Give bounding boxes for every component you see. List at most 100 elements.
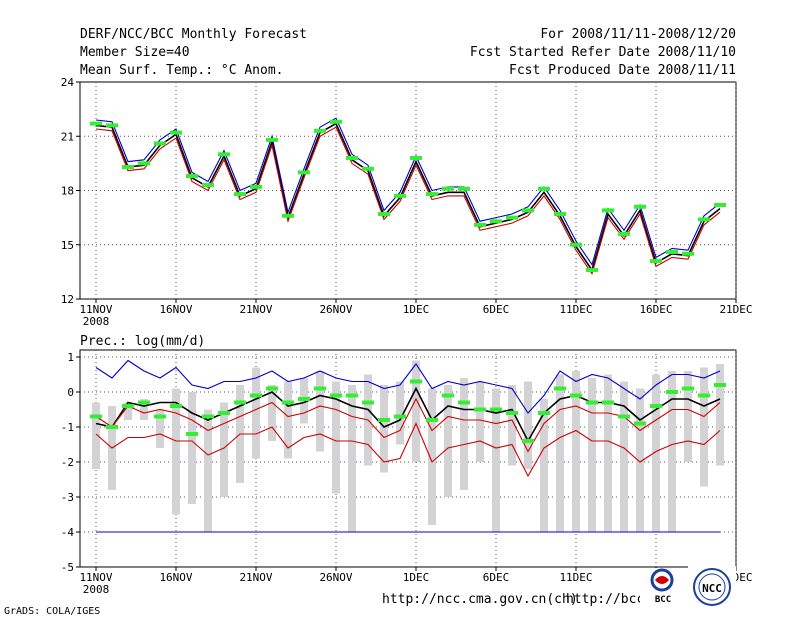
temp-member-marker [554, 212, 566, 217]
temp-y-tick-label: 12 [61, 293, 74, 306]
prec-spread-bar [172, 388, 180, 515]
prec-spread-bar [684, 371, 692, 462]
temp-series-upper [95, 117, 721, 266]
prec-spread-bar [572, 371, 580, 532]
prec-spread-bar [508, 385, 516, 466]
prec-member-marker [554, 386, 566, 391]
temp-member-marker [266, 137, 278, 142]
temp-x-tick-label: 21NOV [239, 303, 272, 316]
prec-x-tick-label: 11DEC [559, 571, 592, 584]
prec-spread-bar [476, 381, 484, 462]
prec-member-marker [122, 404, 134, 408]
prec-member-marker [202, 414, 214, 419]
temp-x-tick-label: 16NOV [159, 303, 192, 316]
temp-x-tick-label: 1DEC [403, 303, 430, 316]
temp-member-marker [90, 121, 102, 126]
temp-member-marker [106, 123, 118, 128]
prec-member-marker [186, 432, 198, 436]
prec-x-sublabel: 2008 [83, 583, 110, 596]
temp-member-marker [490, 219, 502, 224]
temp-x-sublabel: 2008 [83, 315, 110, 328]
prec-member-marker [378, 418, 390, 422]
prec-series-upper [95, 359, 721, 414]
prec-spread-bar [348, 385, 356, 532]
bcc-logo-text: BCC [655, 595, 671, 605]
prec-spread-bar [444, 385, 452, 497]
temp-member-marker [154, 141, 166, 146]
temp-member-marker [346, 155, 358, 160]
prec-member-marker [570, 393, 582, 398]
temp-member-marker [250, 184, 262, 189]
prec-spread-bar [220, 402, 228, 497]
temp-y-tick-label: 21 [61, 130, 74, 143]
prec-spread-bar [156, 409, 164, 448]
prec-spread-bar [620, 381, 628, 532]
prec-y-tick-label: -1 [61, 421, 74, 434]
prec-member-marker [170, 404, 182, 408]
prec-spread-bar [204, 409, 212, 532]
temperature-panel: 12 15 18 21 24 11NOV 16NOV 21NOV 26NOV 1DEC 6DEC 11… [61, 76, 753, 328]
member-size: Member Size=40 [80, 45, 190, 60]
temp-member-marker [506, 215, 518, 220]
prec-spread-bar [668, 371, 676, 532]
temp-member-marker [634, 204, 646, 209]
temp-member-marker [682, 251, 694, 256]
prec-member-marker [266, 386, 278, 391]
temp-member-marker [410, 155, 422, 160]
prec-member-marker [634, 421, 646, 426]
temp-y-tick-label: 24 [61, 76, 75, 89]
bcc-logo: BCC [640, 568, 686, 606]
prec-member-marker [458, 400, 470, 405]
precip-title: Prec.: log(mm/d) [80, 334, 205, 349]
chart-title: DERF/NCC/BCC Monthly Forecast [80, 27, 307, 42]
prec-spread-bar [380, 385, 388, 473]
prec-spread-bar [316, 371, 324, 452]
temp-member-marker [570, 242, 582, 247]
prec-spread-bar [716, 364, 724, 466]
temp-member-marker [378, 212, 390, 217]
prec-y-tick-label: -4 [61, 526, 75, 539]
prec-x-tick-label: 16NOV [159, 571, 192, 584]
produced-date: Fcst Produced Date 2008/11/11 [509, 63, 736, 78]
temp-x-tick-label: 21DEC [719, 303, 752, 316]
temp-member-marker [650, 259, 662, 264]
temp-member-marker [586, 268, 598, 273]
prec-spread-bar [124, 402, 132, 420]
prec-spread-bar [412, 360, 420, 462]
ncc-logo-text: NCC [702, 582, 722, 595]
prec-spread-bar [268, 385, 276, 441]
prec-member-marker [602, 400, 614, 405]
prec-member-marker [698, 393, 710, 398]
prec-spread-bar [460, 378, 468, 490]
temp-member-marker [522, 208, 534, 213]
prec-member-marker [90, 414, 102, 419]
temp-x-tick-label: 11NOV [79, 303, 112, 316]
temp-member-marker [618, 231, 630, 236]
prec-member-marker [682, 386, 694, 391]
prec-spread-bar [588, 378, 596, 532]
prec-series-mean_red [95, 397, 721, 453]
temp-member-marker [330, 119, 342, 124]
temp-member-marker [602, 208, 614, 213]
prec-spread-bar [492, 388, 500, 532]
footer-url-bcc[interactable]: http://bcc. [566, 592, 652, 607]
prec-spread-bar [652, 374, 660, 532]
prec-series-lower [95, 422, 721, 478]
temp-member-marker [282, 213, 294, 218]
temp-member-marker [714, 202, 726, 207]
prec-spread-bar [428, 388, 436, 525]
prec-x-tick-label: 26NOV [319, 571, 352, 584]
temp-x-tick-label: 6DEC [483, 303, 510, 316]
prec-member-marker [330, 393, 342, 398]
temp-member-marker [426, 192, 438, 197]
temp-member-marker [218, 152, 230, 157]
temp-member-marker [666, 249, 678, 254]
prec-spread-bar [524, 381, 532, 469]
prec-x-tick-label: 6DEC [483, 571, 510, 584]
footer-url-ncc[interactable]: http://ncc.cma.gov.cn(ch) [382, 592, 578, 607]
prec-member-marker [234, 400, 246, 405]
prec-member-marker [442, 393, 454, 398]
temp-member-marker [138, 161, 150, 166]
temp-member-marker [122, 164, 134, 169]
prec-x-tick-label: 21NOV [239, 571, 272, 584]
